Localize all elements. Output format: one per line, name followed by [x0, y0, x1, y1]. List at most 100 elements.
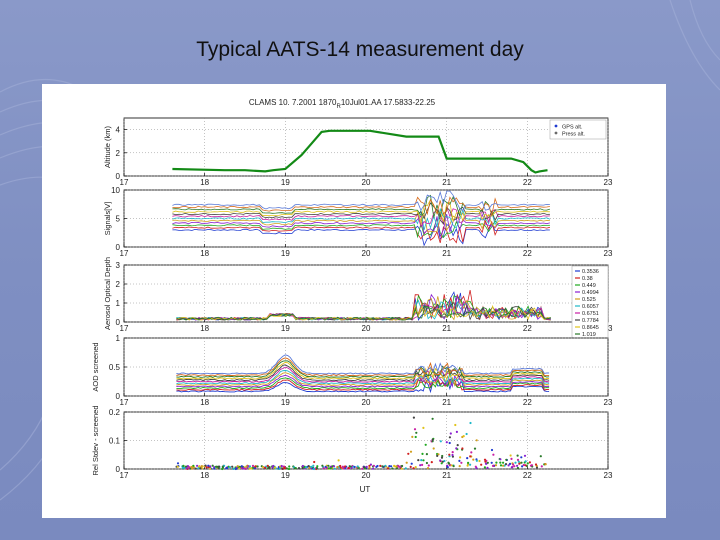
scatter-point — [384, 464, 387, 467]
scatter-point — [228, 466, 232, 469]
scatter-point — [480, 463, 483, 466]
legend-entry: 0.7784 — [582, 318, 599, 324]
scatter-point — [430, 461, 433, 464]
scatter-point — [469, 455, 472, 458]
scatter-point — [448, 441, 451, 445]
scatter-point — [361, 467, 364, 470]
scatter-point — [278, 467, 281, 470]
x-tick-label: 17 — [120, 471, 129, 480]
scatter-point — [176, 465, 179, 468]
scatter-point — [287, 467, 291, 471]
scatter-point — [478, 459, 481, 463]
x-tick-label: 21 — [442, 471, 451, 480]
series-line-aod-screened — [176, 372, 550, 387]
scatter-point — [242, 467, 245, 470]
series-line-aod-screened — [176, 366, 550, 383]
scatter-point — [494, 464, 498, 467]
y-tick-label: 0 — [116, 318, 121, 327]
legend-entry: 0.6057 — [582, 304, 599, 310]
x-tick-label: 18 — [200, 398, 209, 407]
scatter-point — [517, 460, 520, 463]
scatter-point — [407, 452, 410, 455]
scatter-point — [176, 462, 180, 465]
scatter-point — [514, 461, 517, 464]
scatter-point — [293, 467, 297, 470]
scatter-point — [472, 458, 475, 461]
scatter-point — [451, 451, 454, 454]
legend-entry: 0.8645 — [582, 325, 599, 331]
scatter-point — [475, 467, 478, 470]
scatter-point — [182, 464, 185, 467]
series-line-signal — [172, 205, 550, 228]
scatter-point — [475, 459, 478, 462]
legend-entry: 0.449 — [582, 283, 596, 289]
scatter-point — [199, 467, 202, 470]
scatter-point — [469, 463, 472, 466]
scatter-point — [422, 459, 425, 462]
scatter-point — [329, 467, 332, 470]
scatter-point — [369, 463, 372, 466]
scatter-point — [386, 467, 390, 470]
scatter-point — [207, 464, 210, 467]
scatter-point — [341, 465, 344, 468]
scatter-point — [251, 466, 255, 469]
legend-entry: 0.4994 — [582, 290, 599, 296]
scatter-point — [348, 465, 351, 468]
scatter-point — [504, 463, 508, 466]
x-tick-label: 18 — [200, 178, 209, 187]
y-tick-label: 0 — [116, 465, 121, 474]
scatter-point — [312, 464, 315, 467]
scatter-point — [181, 466, 184, 469]
scatter-point — [415, 431, 418, 434]
y-axis-label: Altitude (km) — [103, 125, 112, 168]
y-tick-label: 0 — [116, 243, 121, 252]
scatter-point — [452, 465, 455, 468]
scatter-point — [388, 465, 391, 468]
y-axis-label: Signals[V] — [103, 202, 112, 236]
series-line-signal — [172, 202, 550, 225]
scatter-point — [262, 466, 265, 469]
x-tick-label: 18 — [200, 249, 209, 258]
scatter-point — [431, 438, 434, 441]
scatter-point — [337, 459, 340, 462]
scatter-point — [322, 467, 325, 470]
scatter-point — [499, 458, 502, 461]
x-tick-label: 17 — [120, 324, 129, 333]
series-line-aod-screened — [176, 360, 550, 378]
x-tick-label: 21 — [442, 324, 451, 333]
scatter-point — [516, 466, 519, 470]
legend-entry: Press alt. — [562, 132, 585, 138]
panel-altitude: 17 18 19 20 21 22 23 0 2 4 Altitude (km) GPS alt.Pr… — [103, 117, 613, 187]
scatter-point — [507, 464, 510, 467]
scatter-point — [288, 465, 291, 468]
scatter-point — [469, 421, 472, 425]
scatter-point — [282, 465, 285, 468]
x-tick-label: 17 — [120, 178, 129, 187]
y-tick-label: 0 — [116, 172, 121, 181]
scatter-point — [266, 464, 269, 467]
scatter-point — [458, 459, 461, 462]
scatter-point — [368, 466, 371, 469]
scatter-point — [510, 457, 513, 460]
scatter-point — [307, 465, 310, 468]
scatter-point — [458, 465, 461, 468]
scatter-point — [425, 453, 428, 456]
panel-rel-stdev: 17 18 19 20 21 22 23 0 0.1 0.2 Rel Stdev - screene… — [91, 405, 613, 480]
x-tick-label: 20 — [362, 398, 371, 407]
series-line-signal — [172, 207, 551, 231]
scatter-point — [413, 428, 417, 431]
scatter-point — [524, 460, 527, 463]
scatter-point — [470, 451, 473, 454]
y-axis-label: Aerosol Optical Depth — [103, 257, 112, 330]
series-line-aod-screened — [176, 361, 550, 380]
scatter-point — [420, 459, 423, 462]
scatter-point — [194, 467, 197, 470]
legend-entry: 0.3536 — [582, 269, 599, 275]
scatter-point — [513, 465, 516, 468]
x-tick-label: 18 — [200, 471, 209, 480]
series-line-aod-screened — [176, 370, 550, 385]
scatter-point — [475, 439, 478, 442]
scatter-point — [310, 465, 313, 468]
scatter-point — [441, 454, 444, 458]
scatter-point — [414, 466, 417, 469]
